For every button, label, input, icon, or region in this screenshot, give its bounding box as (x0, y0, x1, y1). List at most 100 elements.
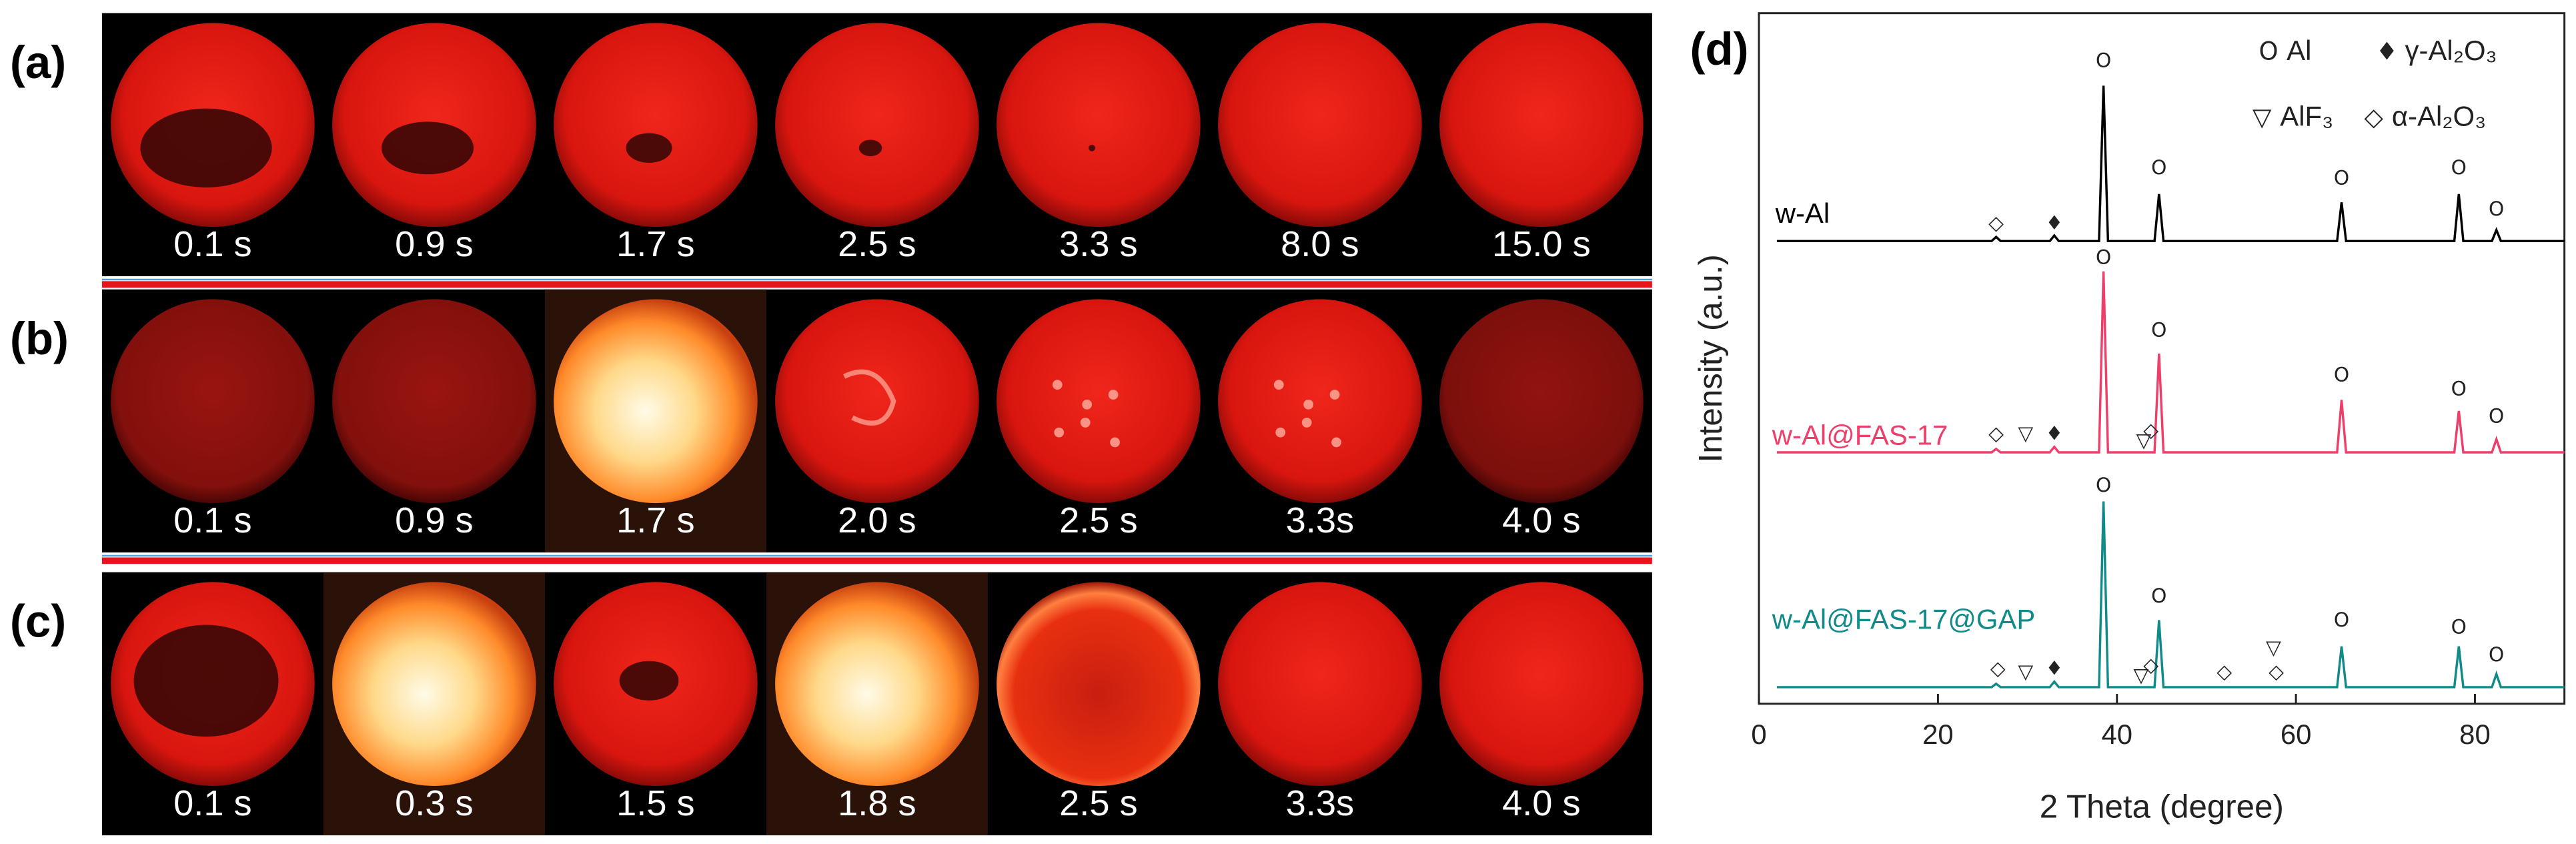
time-label: 2.5 s (1059, 500, 1138, 540)
plot-frame (1758, 12, 2566, 705)
x-tick-label: 0 (1751, 719, 1766, 750)
peak-marker: ▽ (2018, 661, 2034, 683)
sample-disc (1439, 23, 1644, 228)
residue (140, 108, 272, 187)
peak-marker: ◇ (2143, 418, 2158, 441)
time-label: 1.5 s (616, 783, 695, 823)
panel-label: (b) (10, 313, 69, 364)
residue (858, 139, 882, 157)
peak-marker: O (2334, 364, 2349, 386)
spot (1275, 427, 1286, 438)
peak-marker: O (2151, 318, 2166, 341)
peak-marker: ▽ (2134, 664, 2149, 687)
series-name: w-Al@FAS-17@GAP (1772, 604, 2036, 635)
spot (1082, 399, 1093, 410)
spot (1329, 390, 1340, 400)
sample-disc (775, 582, 979, 787)
xrd-chart: (d) 0 20 40 60 80 2 Theta (degree) Intensity (a… (1690, 12, 2566, 825)
series-name: w-Al (1775, 197, 1830, 229)
residue (133, 624, 279, 737)
spot (1052, 380, 1063, 390)
sample-disc (1439, 582, 1644, 787)
panel-label: (d) (1690, 23, 1749, 75)
time-label: 4.0 s (1502, 500, 1581, 540)
sample-disc (1218, 23, 1422, 228)
peak-marker: ◇ (1988, 422, 2004, 445)
sample-disc (997, 23, 1201, 228)
time-label: 3.3s (1286, 500, 1354, 540)
sample-disc (332, 299, 536, 504)
spot (1273, 380, 1284, 390)
spot (1080, 417, 1091, 428)
peak-marker: O (2096, 474, 2111, 496)
peak-marker: ♦ (2046, 657, 2064, 680)
time-label: 1.8 s (838, 783, 916, 823)
time-label: 3.3 s (1059, 224, 1138, 264)
legend-symbol: ▽ (2252, 103, 2272, 131)
time-label: 0.3 s (395, 783, 474, 823)
peak-marker: O (2096, 246, 2111, 269)
spot (1110, 437, 1120, 448)
peak-marker: O (2096, 49, 2111, 72)
sample-disc (111, 299, 315, 504)
peak-marker: ▽ (2136, 429, 2152, 452)
peak-marker: O (2489, 197, 2504, 220)
peak-marker: O (2451, 377, 2467, 400)
sample-disc (997, 299, 1201, 504)
sample-disc (554, 23, 758, 228)
time-label: 2.0 s (838, 500, 916, 540)
spot (1054, 427, 1065, 438)
peak-marker: O (2334, 608, 2349, 631)
time-label: 0.9 s (395, 224, 474, 264)
time-label: 8.0 s (1281, 224, 1359, 264)
peak-marker: O (2151, 584, 2166, 607)
crack (842, 369, 896, 426)
residue (619, 661, 679, 701)
xrd-line (1776, 85, 2565, 243)
time-label: 0.1 s (173, 500, 252, 540)
residue (626, 133, 672, 163)
sample-disc (1218, 299, 1422, 504)
legend-symbol: ◇ (2365, 103, 2384, 131)
x-axis-label: 2 Theta (degree) (2040, 789, 2284, 825)
sample-disc (554, 299, 758, 504)
peak-marker: ▽ (2266, 636, 2281, 659)
x-tick-label: 60 (2281, 719, 2312, 750)
sample-disc (332, 582, 536, 787)
sample-disc (997, 582, 1201, 787)
time-label: 4.0 s (1502, 783, 1581, 823)
peak-marker: O (2451, 615, 2467, 638)
sample-disc (775, 299, 979, 504)
y-axis-label: Intensity (a.u.) (1692, 254, 1729, 462)
sample-disc (775, 23, 979, 228)
time-label: 2.5 s (1059, 783, 1138, 823)
peak-marker: ◇ (1988, 212, 2004, 234)
time-label: 0.9 s (395, 500, 474, 540)
legend-text: γ-Al₂O₃ (2405, 35, 2497, 66)
series-name: w-Al@FAS-17 (1772, 420, 1948, 451)
legend-symbol: ♦ (2376, 37, 2398, 65)
peak-marker: ◇ (1990, 657, 2006, 680)
spot (1331, 437, 1341, 448)
x-tick-label: 40 (2101, 719, 2132, 750)
time-label: 0.1 s (173, 783, 252, 823)
peak-marker: ◇ (2269, 661, 2284, 683)
peak-marker: O (2489, 405, 2504, 428)
spot (1108, 390, 1119, 400)
peak-marker: ◇ (2216, 661, 2232, 683)
time-label: 2.5 s (838, 224, 916, 264)
panel-label: (c) (10, 596, 66, 647)
spot (1303, 399, 1314, 410)
peak-marker: ◇ (2143, 653, 2158, 676)
xrd-line (1776, 501, 2565, 689)
x-tick-label: 20 (1922, 719, 1954, 750)
time-label: 1.7 s (616, 500, 695, 540)
peak-marker: ▽ (2018, 422, 2034, 445)
spot (1301, 417, 1312, 428)
peak-marker: O (2489, 643, 2504, 666)
residue (382, 121, 474, 175)
x-tick-label: 80 (2459, 719, 2491, 750)
panel-label: (a) (10, 37, 66, 88)
photo-panels: (a) 0.1 s 0.9 s 1.7 s 2.5 s 3.3 s 8.0 s 15.0 s (… (10, 13, 1652, 835)
